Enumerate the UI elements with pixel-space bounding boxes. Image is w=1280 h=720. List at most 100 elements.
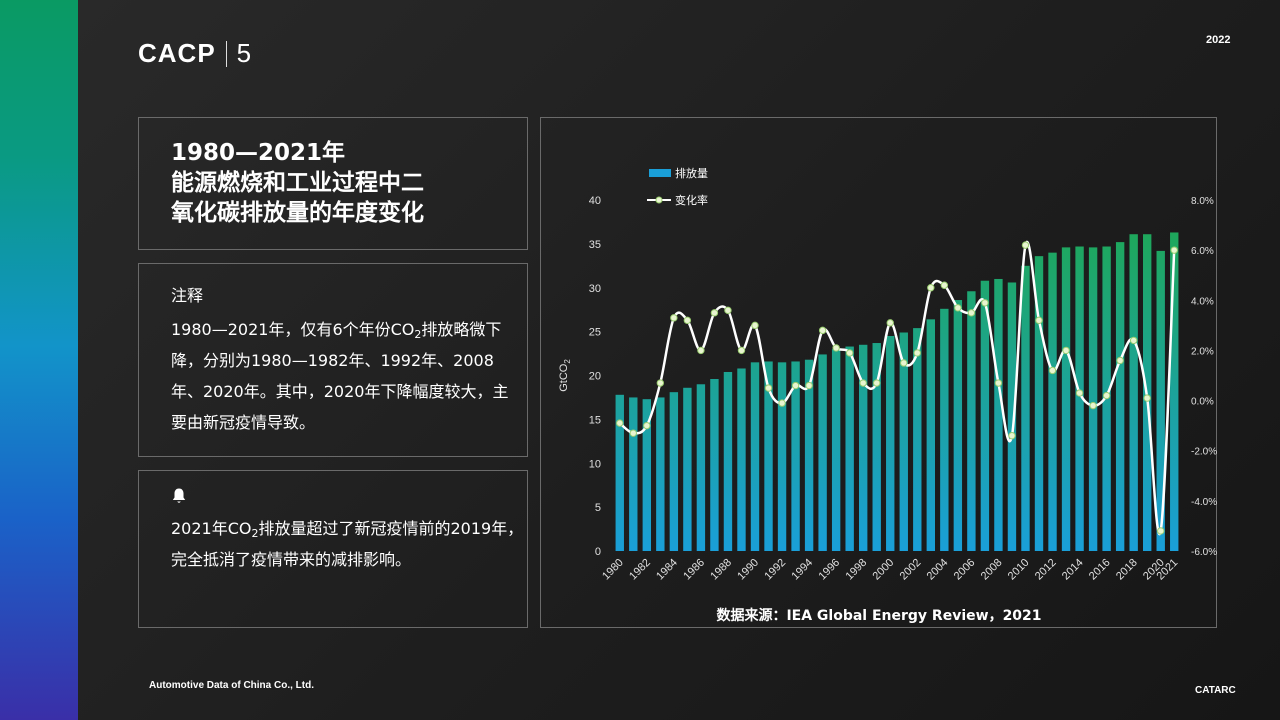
x-tick-label: 2008 xyxy=(979,557,1005,583)
bar-2018 xyxy=(1129,234,1138,551)
page-title: 1980—2021年 能源燃烧和工业过程中二 氧化碳排放量的年度变化 xyxy=(171,138,424,228)
y-tick-label: 25 xyxy=(589,327,601,339)
y-tick-label: 40 xyxy=(589,195,601,207)
logo-divider xyxy=(225,40,227,67)
bar-2000 xyxy=(886,336,895,551)
x-tick-label: 2018 xyxy=(1114,557,1140,583)
point-2017 xyxy=(1116,356,1124,365)
footer-company: Automotive Data of China Co., Ltd. xyxy=(149,680,314,691)
point-1987 xyxy=(710,309,719,317)
bar-2003 xyxy=(926,319,936,551)
point-1998 xyxy=(859,379,867,387)
logo-number: 5 xyxy=(236,38,252,68)
bar-1989 xyxy=(737,368,746,551)
note-heading: 注释 xyxy=(171,286,204,305)
x-tick-label: 2016 xyxy=(1087,557,1113,583)
point-2013 xyxy=(1062,346,1070,355)
point-2018 xyxy=(1129,336,1138,345)
bar-2013 xyxy=(1061,247,1071,551)
bar-2011 xyxy=(1034,256,1044,551)
legend-bar-swatch xyxy=(649,169,671,177)
bar-1983 xyxy=(656,397,665,551)
x-tick-label: 2012 xyxy=(1033,557,1059,583)
footer-brand: CATARC xyxy=(1195,685,1236,696)
bar-1993 xyxy=(791,361,800,551)
y-tick-label: 5 xyxy=(595,502,601,514)
point-2003 xyxy=(927,284,935,292)
bar-2001 xyxy=(899,332,908,551)
x-tick-label: 1998 xyxy=(844,557,870,583)
point-1995 xyxy=(818,326,827,335)
point-2008 xyxy=(994,379,1003,387)
x-tick-label: 1992 xyxy=(762,557,788,583)
note-text-part-2: 排放略微下降，分别为1980—1982年、1992年、2008年、2020年。其… xyxy=(171,320,509,432)
bar-1982 xyxy=(642,399,652,551)
emissions-chart: 0 5 10 15 20 25 30 35 40 -6.0% -4.0% -2.0% 0.0% 2.0% 4… xyxy=(558,166,1217,624)
point-2007 xyxy=(981,299,989,307)
y2-tick-label: 2.0% xyxy=(1191,346,1214,357)
bar-2020 xyxy=(1156,250,1165,551)
point-2006 xyxy=(967,309,976,317)
x-tick-label: 1996 xyxy=(816,557,842,583)
bar-1981 xyxy=(629,397,638,551)
bar-1997 xyxy=(845,346,854,551)
y-axis-label: GtCO2 xyxy=(558,359,572,392)
title-card: 1980—2021年 能源燃烧和工业过程中二 氧化碳排放量的年度变化 xyxy=(138,117,528,250)
bar-1987 xyxy=(710,379,719,551)
point-1992 xyxy=(778,399,786,407)
point-2001 xyxy=(900,359,908,367)
x-tick-label: 2000 xyxy=(871,557,897,583)
x-tick-label: 1988 xyxy=(708,557,734,583)
bar-1990 xyxy=(750,362,760,551)
point-2010 xyxy=(1021,241,1030,249)
legend-bar-label: 排放量 xyxy=(675,166,708,180)
point-1981 xyxy=(629,429,637,437)
point-1988 xyxy=(724,306,732,315)
title-line-1: 1980—2021年 xyxy=(171,140,346,166)
chart-source: 数据来源：IEA Global Energy Review，2021 xyxy=(716,607,1041,624)
alert-paragraph: 2021年CO2排放量超过了新冠疫情前的2019年，完全抵消了疫情带来的减排影响… xyxy=(171,513,531,575)
y-tick-label: 10 xyxy=(589,458,601,470)
y2-tick-label: -6.0% xyxy=(1191,547,1217,558)
point-2015 xyxy=(1089,401,1097,410)
bar-2017 xyxy=(1115,242,1125,551)
alert-subscript: 2 xyxy=(251,527,259,540)
bar-2014 xyxy=(1075,246,1084,551)
point-1996 xyxy=(832,344,840,352)
bar-2021 xyxy=(1170,232,1179,551)
legend-line-label: 变化率 xyxy=(675,193,708,207)
bar-1991 xyxy=(764,361,773,551)
point-1994 xyxy=(805,381,813,390)
bar-1998 xyxy=(858,344,868,551)
legend-line-marker xyxy=(655,196,663,204)
bell-icon xyxy=(172,488,186,503)
alert-text-part-1: 2021年CO xyxy=(171,519,252,538)
point-2002 xyxy=(913,349,921,357)
x-tick-label: 1994 xyxy=(789,557,815,583)
note-subscript: 2 xyxy=(414,328,422,341)
point-2005 xyxy=(954,304,962,312)
y2-tick-label: 8.0% xyxy=(1191,196,1214,207)
bar-2010 xyxy=(1021,265,1030,551)
x-tick-label: 2014 xyxy=(1060,557,1086,583)
y-tick-label: 15 xyxy=(589,414,601,426)
y-axis-label-subscript: 2 xyxy=(563,359,572,364)
point-2012 xyxy=(1048,366,1057,375)
y-tick-label: 0 xyxy=(595,546,601,558)
point-2016 xyxy=(1102,391,1111,400)
bar-1980 xyxy=(615,394,624,551)
x-tick-label: 2002 xyxy=(898,557,924,583)
point-2009 xyxy=(1008,431,1016,440)
point-2011 xyxy=(1035,316,1043,325)
x-tick-label: 1984 xyxy=(654,557,680,583)
bar-1994 xyxy=(804,359,814,551)
bar-1985 xyxy=(683,387,692,551)
point-2020 xyxy=(1157,527,1165,535)
point-1997 xyxy=(845,349,854,357)
x-tick-label: 1986 xyxy=(681,557,707,583)
bar-2002 xyxy=(913,328,922,551)
point-1984 xyxy=(670,314,678,322)
bar-1996 xyxy=(831,349,841,551)
point-1985 xyxy=(683,316,692,325)
point-1990 xyxy=(751,321,759,330)
